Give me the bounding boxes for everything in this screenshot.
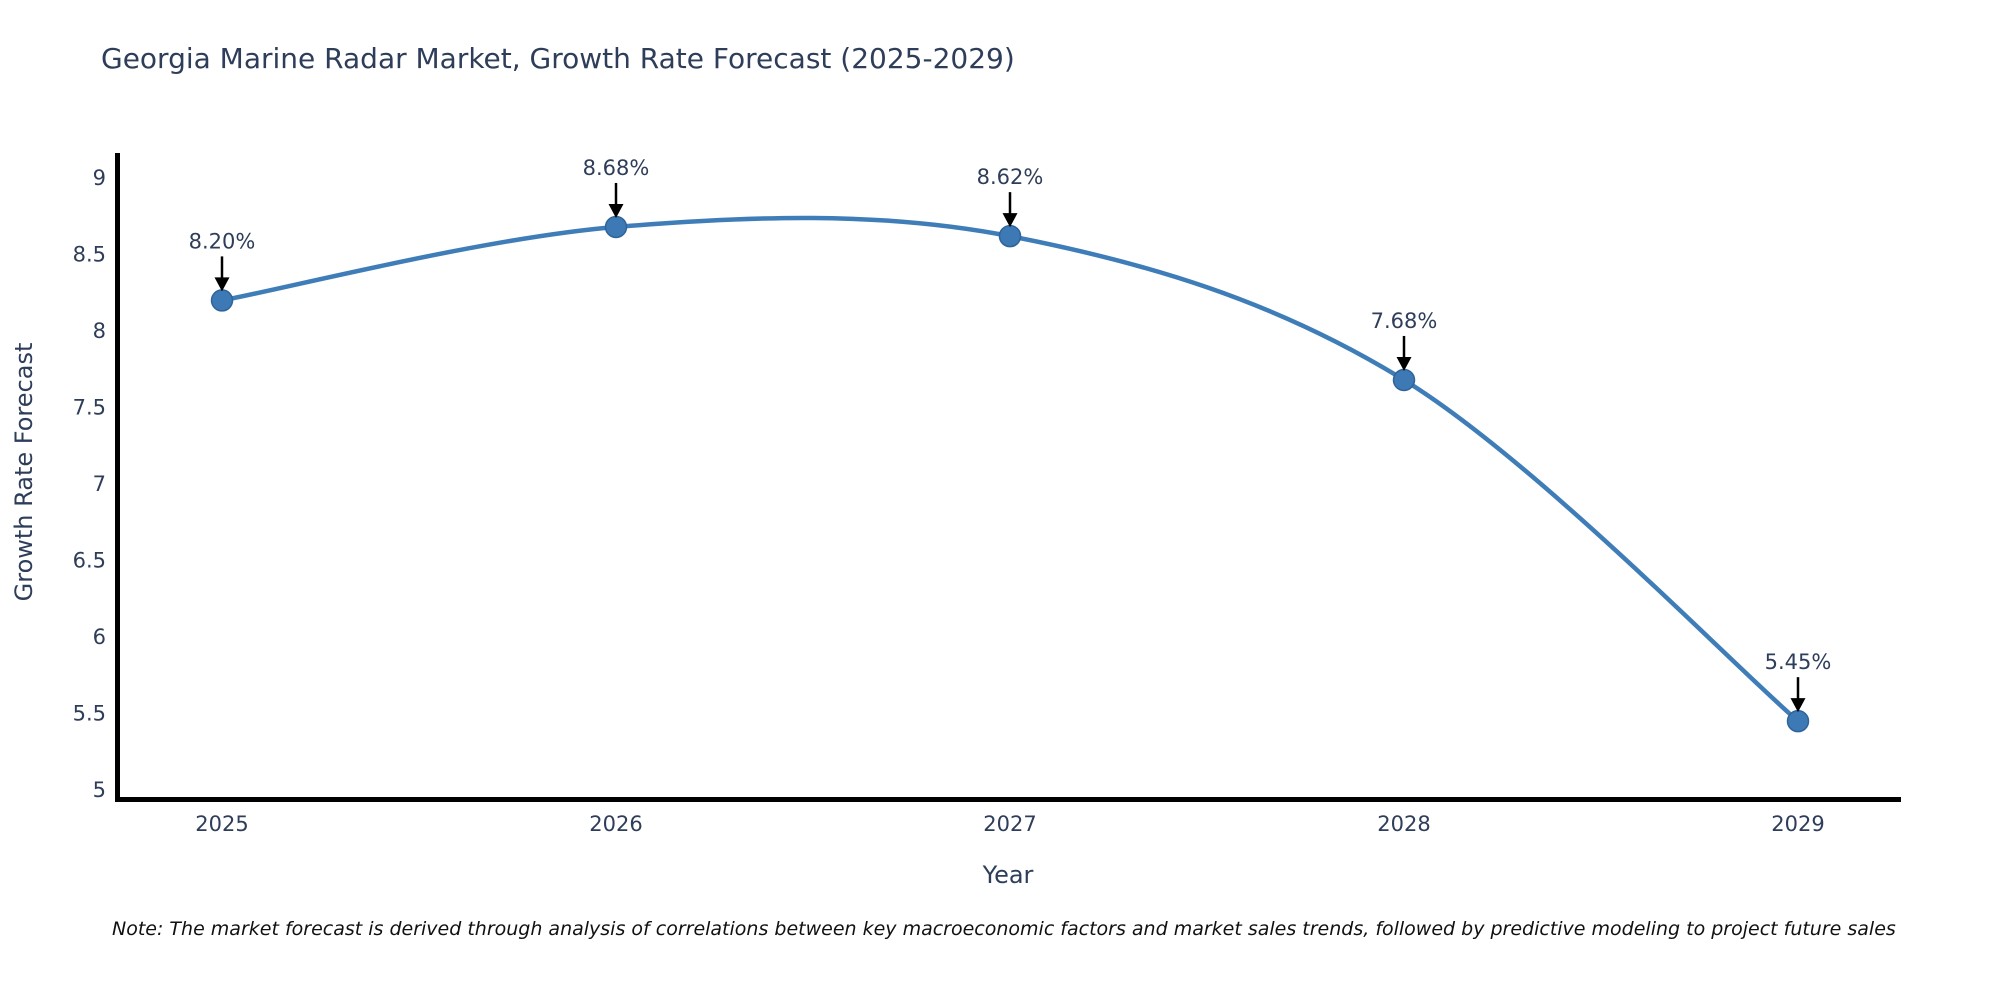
y-axis-title: Growth Rate Forecast bbox=[10, 343, 38, 602]
y-tick-label: 6.5 bbox=[73, 549, 106, 573]
point-value-label: 8.62% bbox=[977, 165, 1044, 189]
data-point-marker[interactable] bbox=[210, 289, 234, 312]
annotation-arrowhead-icon bbox=[608, 203, 624, 218]
annotation-arrowhead-icon bbox=[1002, 213, 1018, 228]
x-tick-label: 2027 bbox=[983, 812, 1036, 836]
y-tick-label: 7.5 bbox=[73, 396, 106, 420]
y-tick-label: 5.5 bbox=[73, 702, 106, 726]
data-point-markers bbox=[210, 215, 1810, 733]
x-axis-title: Year bbox=[982, 861, 1034, 889]
x-tick-label: 2025 bbox=[195, 812, 248, 836]
y-axis-tick-labels: 9 8.5 8 7.5 7 6.5 6 5.5 5 bbox=[73, 166, 106, 802]
data-point-marker[interactable] bbox=[1786, 709, 1810, 733]
chart-title: Georgia Marine Radar Market, Growth Rate… bbox=[101, 42, 1015, 75]
point-value-label: 5.45% bbox=[1765, 650, 1832, 674]
y-tick-label: 8.5 bbox=[73, 243, 106, 267]
y-tick-label: 8 bbox=[93, 319, 106, 343]
footnote: Note: The market forecast is derived thr… bbox=[112, 918, 1896, 940]
x-axis-tick-labels: 2025 2026 2027 2028 2029 bbox=[195, 812, 1824, 836]
x-tick-label: 2029 bbox=[1771, 812, 1824, 836]
data-point-marker[interactable] bbox=[1392, 368, 1416, 392]
annotation-arrowhead-icon bbox=[1396, 356, 1412, 371]
forecast-line bbox=[219, 215, 1801, 724]
point-value-label: 8.68% bbox=[583, 156, 650, 180]
y-tick-label: 7 bbox=[93, 472, 106, 496]
y-tick-label: 5 bbox=[93, 778, 106, 802]
data-point-marker[interactable] bbox=[604, 215, 628, 239]
data-point-marker[interactable] bbox=[998, 224, 1022, 248]
x-tick-label: 2028 bbox=[1377, 812, 1430, 836]
y-tick-label: 9 bbox=[93, 166, 106, 190]
point-value-label: 7.68% bbox=[1371, 309, 1438, 333]
point-value-label: 8.20% bbox=[189, 229, 256, 253]
annotation-arrowhead-icon bbox=[1790, 698, 1806, 713]
y-tick-label: 6 bbox=[93, 625, 106, 649]
x-tick-label: 2026 bbox=[589, 812, 642, 836]
annotation-arrowhead-icon bbox=[214, 277, 230, 292]
point-annotations: 8.20% 8.68% 8.62% 7.68% 5.45% bbox=[189, 156, 1832, 713]
